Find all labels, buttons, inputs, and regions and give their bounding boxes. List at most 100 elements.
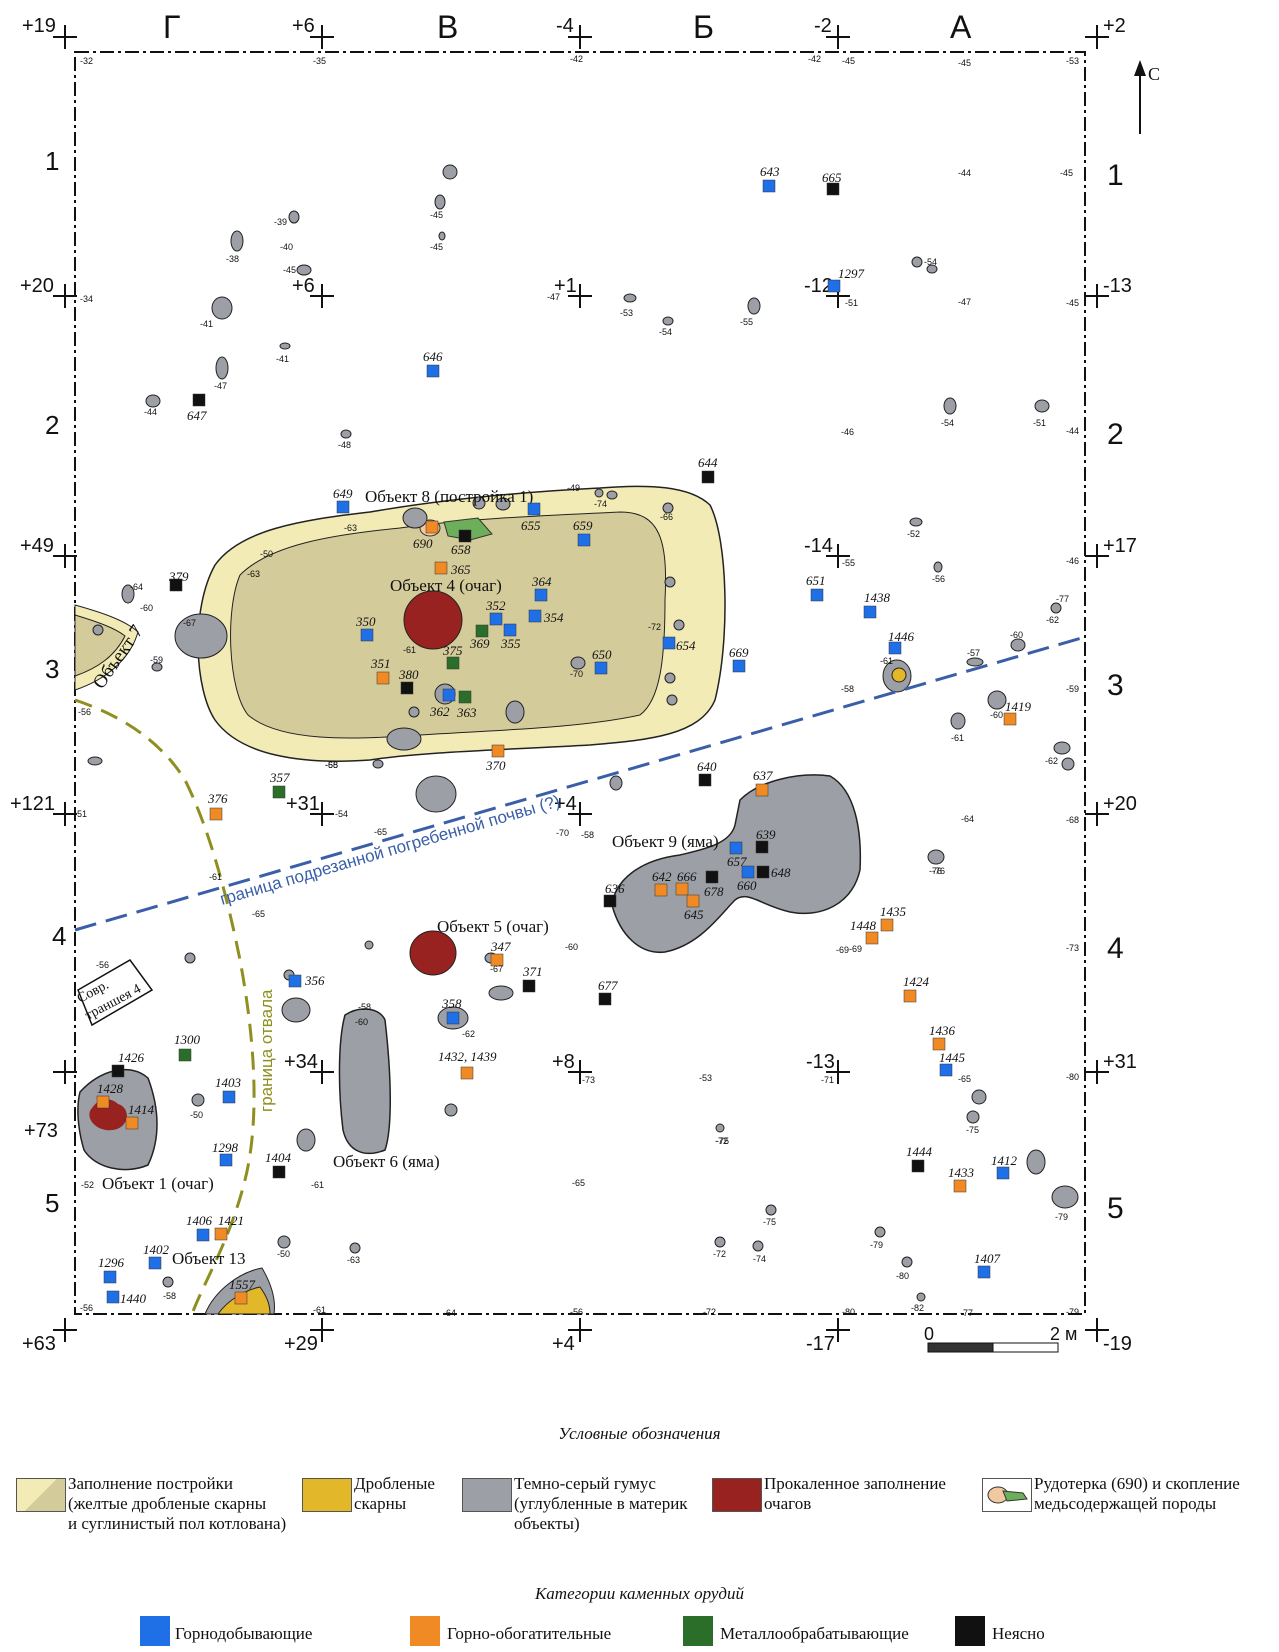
find-marker (880, 918, 894, 932)
find-marker (603, 894, 617, 908)
stone (505, 700, 525, 724)
stone (215, 356, 229, 380)
depth-mark: -63 (247, 569, 260, 579)
stone (211, 296, 233, 320)
find-marker (178, 1048, 192, 1062)
datum-mark: +17 (1103, 535, 1137, 557)
find-label: 358 (441, 996, 462, 1011)
find-label: 657 (727, 854, 747, 869)
depth-mark: -75 (763, 1217, 776, 1227)
datum-mark: +73 (24, 1120, 58, 1142)
category-swatch-metalworking (683, 1616, 713, 1646)
row-number-left: 1 (45, 146, 59, 176)
stone (415, 775, 457, 813)
grid-cross (826, 25, 850, 49)
depth-mark: -70 (570, 669, 583, 679)
north-label: С (1148, 64, 1160, 84)
depth-mark: -58 (841, 684, 854, 694)
grid-cross (53, 1318, 77, 1342)
datum-mark: +31 (1103, 1051, 1137, 1073)
depth-mark: -47 (547, 292, 560, 302)
find-label: 1406 (186, 1213, 213, 1228)
depth-mark: -56 (80, 1303, 93, 1313)
find-label: 1432, 1439 (438, 1049, 497, 1064)
depth-mark: -54 (924, 257, 937, 267)
stone (747, 297, 761, 315)
stone (408, 706, 420, 718)
depth-mark: -61 (403, 645, 416, 655)
datum-mark: +49 (20, 535, 54, 557)
grid-cross (1085, 25, 1109, 49)
find-marker (903, 989, 917, 1003)
datum-mark: +34 (284, 1051, 318, 1073)
grid-cross (568, 1318, 592, 1342)
depth-mark: -62 (1045, 756, 1058, 766)
find-label: 1440 (120, 1291, 147, 1306)
depth-mark: -42 (808, 54, 821, 64)
find-label: 362 (429, 704, 450, 719)
object-label: Объект 1 (очаг) (102, 1174, 214, 1193)
stone (444, 1103, 458, 1117)
depth-mark: -61 (311, 1180, 324, 1190)
find-label: 375 (442, 643, 463, 658)
depth-mark: -72 (713, 1249, 726, 1259)
find-marker (214, 1227, 228, 1241)
find-marker (400, 681, 414, 695)
find-label: 647 (187, 408, 207, 423)
depth-mark: -79 (1066, 1307, 1079, 1317)
depth-mark: -60 (1010, 630, 1023, 640)
stone (606, 490, 618, 500)
stone (943, 397, 957, 415)
datum-mark: +19 (22, 15, 56, 37)
find-label: 1412 (991, 1153, 1018, 1168)
find-label: 650 (592, 647, 612, 662)
find-marker (489, 612, 503, 626)
find-label: 655 (521, 518, 541, 533)
stone (1051, 1185, 1079, 1209)
find-label: 1296 (98, 1255, 125, 1270)
find-marker (272, 785, 286, 799)
depth-mark: -63 (344, 523, 357, 533)
find-marker (528, 609, 542, 623)
depth-mark: -69 (849, 944, 862, 954)
depth-mark: -48 (338, 440, 351, 450)
find-marker (434, 561, 448, 575)
stone (1010, 638, 1026, 652)
depth-mark: -45 (283, 265, 296, 275)
depth-mark: -45 (1066, 298, 1079, 308)
find-marker (446, 656, 460, 670)
category-swatch-processing (410, 1616, 440, 1646)
grid-cross (310, 1318, 334, 1342)
find-label: 636 (605, 881, 625, 896)
find-label: 350 (355, 614, 376, 629)
find-marker (865, 931, 879, 945)
find-label: 646 (423, 349, 443, 364)
find-marker (527, 502, 541, 516)
find-marker (732, 659, 746, 673)
find-label: 1448 (850, 918, 877, 933)
depth-mark: -47 (214, 381, 227, 391)
find-label: 380 (398, 667, 419, 682)
depth-mark: -64 (443, 1308, 456, 1318)
depth-mark: -45 (1060, 168, 1073, 178)
find-label: 1436 (929, 1023, 956, 1038)
grid-cross (568, 25, 592, 49)
depth-mark: -72 (715, 1136, 728, 1146)
stone (145, 394, 161, 408)
category-swatch-mining (140, 1616, 170, 1646)
stone (966, 1110, 980, 1124)
find-marker (705, 870, 719, 884)
depth-mark: -56 (570, 1307, 583, 1317)
object-label: Объект 6 (яма) (333, 1152, 440, 1171)
find-label: 660 (737, 878, 757, 893)
datum-mark: -14 (804, 535, 833, 557)
find-marker (169, 578, 183, 592)
find-marker (219, 1153, 233, 1167)
depth-mark: -61 (951, 733, 964, 743)
grid-cross (1085, 1318, 1109, 1342)
depth-mark: -45 (430, 210, 443, 220)
depth-mark: -57 (967, 648, 980, 658)
stone (971, 1089, 987, 1105)
depth-mark: -73 (1066, 943, 1079, 953)
find-marker (503, 623, 517, 637)
